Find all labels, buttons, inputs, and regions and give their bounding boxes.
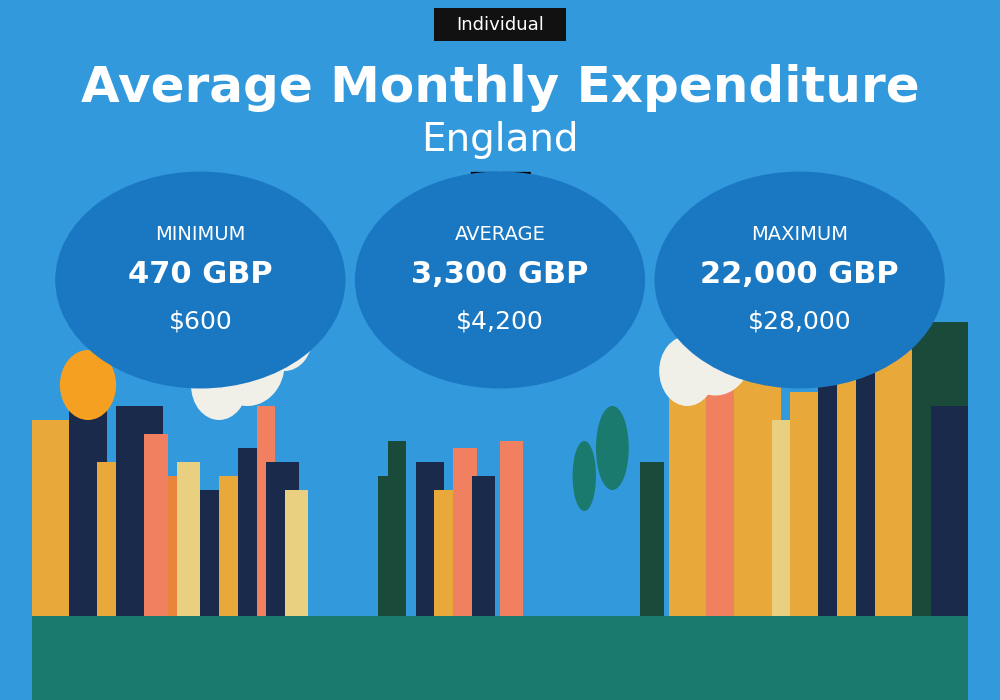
FancyBboxPatch shape [434, 8, 566, 41]
Text: AVERAGE: AVERAGE [455, 225, 545, 244]
Ellipse shape [739, 318, 786, 382]
Ellipse shape [573, 441, 596, 511]
Bar [912, 322, 968, 616]
Text: MAXIMUM: MAXIMUM [751, 225, 848, 244]
Bar [32, 420, 79, 616]
Bar [219, 476, 242, 616]
Bar [378, 476, 402, 616]
Bar [177, 462, 200, 616]
Bar [32, 616, 968, 700]
Ellipse shape [659, 336, 715, 406]
Text: MINIMUM: MINIMUM [155, 225, 246, 244]
Bar [734, 371, 781, 616]
Bar [931, 406, 968, 616]
Text: $4,200: $4,200 [456, 309, 544, 333]
Circle shape [355, 172, 645, 388]
Bar [875, 350, 921, 616]
Bar [856, 371, 879, 616]
Bar [818, 350, 842, 616]
Ellipse shape [210, 322, 285, 406]
Bar [669, 350, 715, 616]
Circle shape [655, 172, 945, 388]
Bar [266, 462, 299, 616]
Ellipse shape [725, 284, 781, 360]
Ellipse shape [257, 301, 313, 371]
Text: Average Monthly Expenditure: Average Monthly Expenditure [81, 64, 919, 111]
Bar [97, 462, 125, 616]
Text: 3,300 GBP: 3,300 GBP [411, 260, 589, 289]
Bar [144, 434, 168, 616]
Text: $600: $600 [168, 309, 232, 333]
Bar [154, 476, 191, 616]
Ellipse shape [191, 350, 247, 420]
Bar [434, 490, 472, 616]
Bar [472, 476, 495, 616]
Bar [772, 420, 795, 616]
Bar [257, 406, 275, 616]
Ellipse shape [60, 350, 116, 420]
Text: Individual: Individual [456, 15, 544, 34]
Bar [706, 322, 743, 616]
Text: 🇬🇧: 🇬🇧 [467, 169, 533, 223]
Bar [640, 462, 664, 616]
Bar [69, 371, 107, 616]
Ellipse shape [678, 304, 753, 395]
Text: England: England [421, 121, 579, 159]
Bar [116, 406, 163, 616]
Text: $28,000: $28,000 [748, 309, 851, 333]
Bar [837, 336, 865, 616]
Bar [238, 448, 266, 616]
Bar [200, 490, 228, 616]
Bar [790, 392, 828, 616]
Ellipse shape [596, 406, 629, 490]
Bar [453, 448, 477, 616]
Bar [500, 441, 523, 616]
Bar [388, 441, 406, 616]
Bar [416, 462, 444, 616]
Text: 470 GBP: 470 GBP [128, 260, 273, 289]
Bar [285, 490, 308, 616]
Text: 22,000 GBP: 22,000 GBP [700, 260, 899, 289]
Circle shape [55, 172, 345, 388]
